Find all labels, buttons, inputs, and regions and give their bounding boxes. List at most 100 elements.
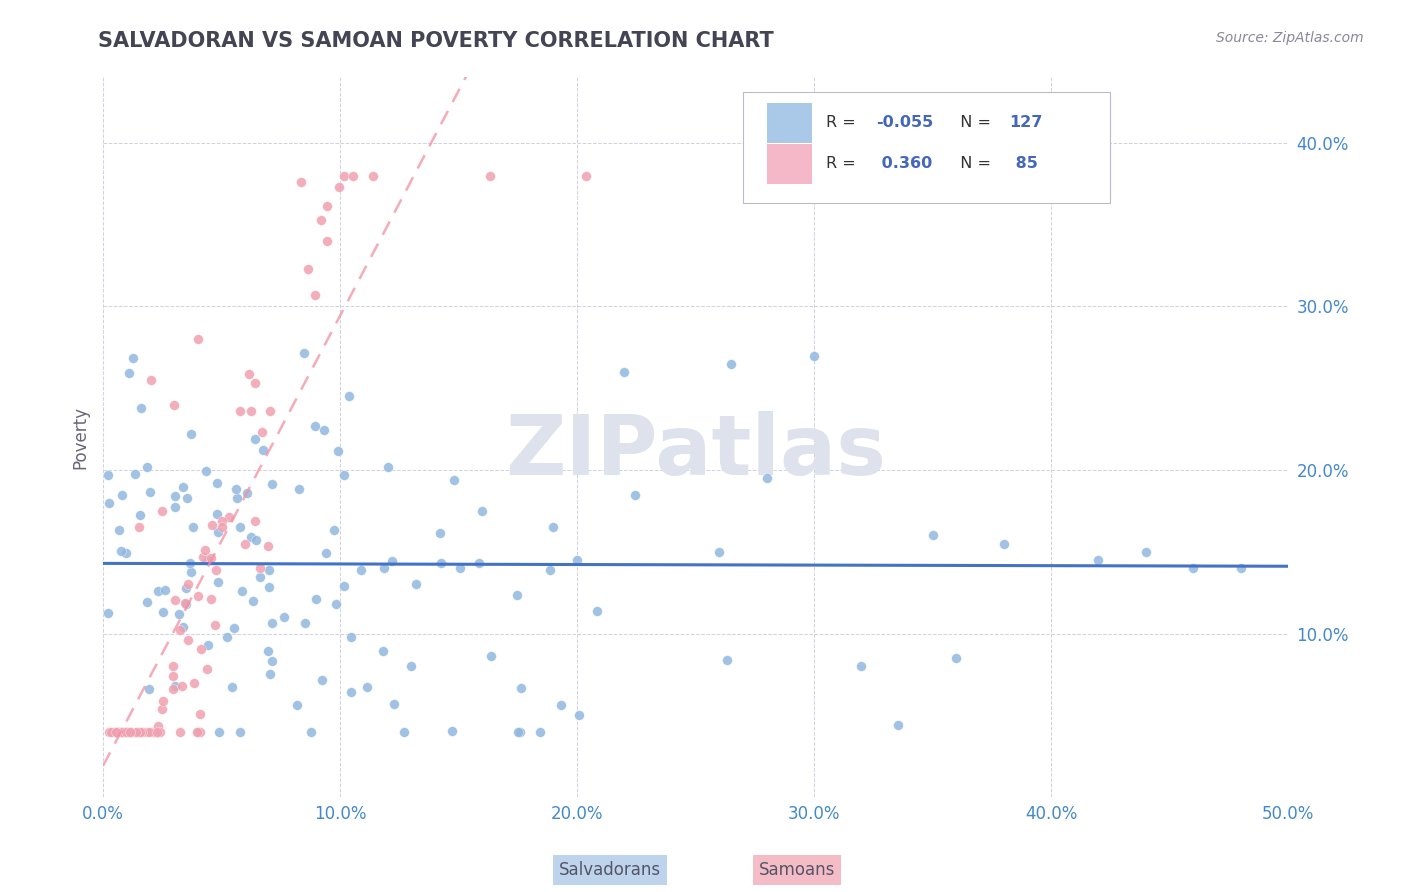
- FancyBboxPatch shape: [766, 103, 811, 143]
- Point: [332, 579, 354, 593]
- Point: [128, 724, 150, 739]
- Point: [1135, 545, 1157, 559]
- Point: [245, 432, 267, 446]
- Point: [170, 680, 193, 694]
- Point: [394, 724, 416, 739]
- Point: [167, 607, 190, 622]
- Point: [755, 471, 778, 485]
- Point: [111, 488, 134, 502]
- Point: [217, 630, 239, 644]
- Point: [803, 349, 825, 363]
- Point: [222, 621, 245, 635]
- Point: [225, 491, 247, 505]
- Point: [143, 724, 166, 739]
- Point: [176, 491, 198, 505]
- Point: [108, 523, 131, 537]
- Point: [288, 482, 311, 496]
- Point: [613, 365, 636, 379]
- Point: [294, 615, 316, 630]
- Text: 127: 127: [1010, 115, 1043, 130]
- Point: [179, 556, 201, 570]
- Point: [146, 718, 169, 732]
- Point: [194, 464, 217, 478]
- Point: [125, 724, 148, 739]
- Point: [146, 724, 169, 739]
- Point: [290, 175, 312, 189]
- Point: [377, 459, 399, 474]
- Point: [257, 644, 280, 658]
- Text: N =: N =: [950, 156, 997, 171]
- Point: [139, 485, 162, 500]
- Point: [149, 724, 172, 739]
- Point: [117, 724, 139, 739]
- Point: [716, 653, 738, 667]
- Point: [205, 563, 228, 577]
- Point: [252, 443, 274, 458]
- Point: [430, 556, 453, 570]
- Point: [299, 724, 322, 739]
- Point: [260, 616, 283, 631]
- Point: [211, 520, 233, 534]
- Point: [468, 556, 491, 570]
- Point: [429, 526, 451, 541]
- Point: [709, 545, 731, 559]
- Point: [529, 724, 551, 739]
- Point: [128, 520, 150, 534]
- Point: [169, 623, 191, 637]
- Point: [565, 553, 588, 567]
- Point: [97, 495, 120, 509]
- Point: [297, 262, 319, 277]
- Text: SALVADORAN VS SAMOAN POVERTY CORRELATION CHART: SALVADORAN VS SAMOAN POVERTY CORRELATION…: [98, 31, 775, 51]
- Point: [183, 676, 205, 690]
- Point: [249, 569, 271, 583]
- Point: [180, 565, 202, 579]
- Point: [325, 597, 347, 611]
- Point: [100, 724, 122, 739]
- Point: [104, 724, 127, 739]
- Point: [139, 373, 162, 387]
- Point: [172, 480, 194, 494]
- Point: [381, 554, 404, 568]
- Point: [104, 724, 127, 739]
- Point: [174, 597, 197, 611]
- Point: [120, 724, 142, 739]
- Point: [211, 514, 233, 528]
- Point: [221, 680, 243, 694]
- Point: [107, 724, 129, 739]
- Point: [236, 486, 259, 500]
- Point: [107, 724, 129, 739]
- Point: [543, 520, 565, 534]
- Text: N =: N =: [950, 115, 997, 130]
- Text: R =: R =: [825, 115, 860, 130]
- Point: [311, 673, 333, 688]
- Point: [585, 604, 607, 618]
- Point: [138, 682, 160, 697]
- Point: [575, 169, 598, 183]
- Text: Source: ZipAtlas.com: Source: ZipAtlas.com: [1216, 31, 1364, 45]
- Point: [262, 654, 284, 668]
- Point: [152, 605, 174, 619]
- Point: [128, 508, 150, 523]
- Point: [350, 563, 373, 577]
- Point: [273, 610, 295, 624]
- Point: [887, 717, 910, 731]
- Point: [993, 536, 1015, 550]
- Point: [174, 581, 197, 595]
- Point: [135, 460, 157, 475]
- Point: [148, 583, 170, 598]
- Point: [292, 346, 315, 360]
- Point: [187, 332, 209, 346]
- Point: [165, 500, 187, 514]
- Point: [243, 514, 266, 528]
- Point: [208, 724, 231, 739]
- Point: [207, 475, 229, 490]
- Point: [162, 681, 184, 696]
- Point: [568, 708, 591, 723]
- Point: [506, 724, 529, 739]
- Point: [188, 706, 211, 721]
- Point: [309, 213, 332, 227]
- Point: [505, 588, 527, 602]
- Point: [153, 583, 176, 598]
- Point: [328, 180, 350, 194]
- Point: [382, 697, 405, 711]
